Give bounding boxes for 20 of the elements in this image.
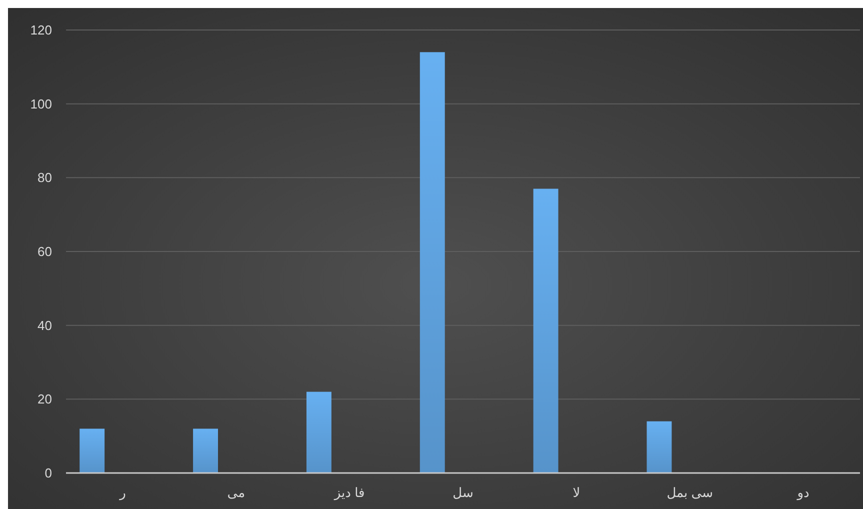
bar	[80, 428, 105, 473]
x-tick-label: سی بمل	[666, 485, 714, 500]
x-tick-label: ر	[118, 485, 126, 501]
y-tick-label: 80	[38, 170, 52, 186]
x-tick-label: دو	[796, 485, 810, 501]
bar	[193, 428, 218, 473]
y-tick-label: 60	[38, 244, 52, 260]
y-tick-label: 100	[30, 96, 52, 112]
x-tick-label: سل	[452, 485, 474, 500]
y-tick-label: 120	[30, 22, 52, 38]
y-tick-label: 20	[38, 392, 52, 407]
bar	[306, 392, 332, 473]
x-tick-label: می	[227, 485, 246, 500]
x-tick-label: لا	[572, 485, 580, 500]
y-tick-label: 0	[44, 466, 52, 481]
x-tick-label: فا دیز	[333, 485, 365, 501]
bar	[420, 52, 445, 473]
y-tick-label: 40	[38, 318, 52, 333]
bar	[646, 421, 672, 473]
bar	[533, 188, 558, 473]
